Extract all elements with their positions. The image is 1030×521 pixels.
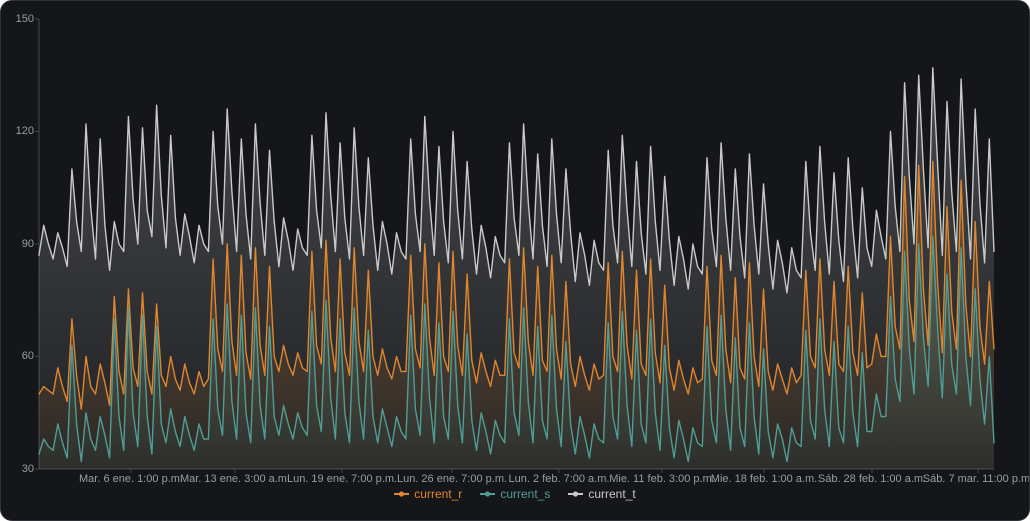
series-line-dot-icon <box>394 491 410 497</box>
x-axis-label: Mie. 11 feb. 3:00 p.m. <box>609 473 715 485</box>
x-axis-label: Mar. 6 ene. 1:00 p.m. <box>79 473 183 485</box>
x-axis-label: Lun. 2 feb. 7:00 a.m. <box>508 473 610 485</box>
legend-item-label: current_t <box>588 487 636 501</box>
legend-item-current_s[interactable]: current_s <box>480 487 550 501</box>
y-axis-label: 90 <box>21 238 34 250</box>
x-axis-label: Mar. 13 ene. 3:00 a.m. <box>179 473 291 485</box>
legend: current_r current_s current_t <box>1 487 1029 501</box>
x-axis-label: Lun. 26 ene. 7:00 p.m. <box>396 473 508 485</box>
series-line-dot-icon <box>568 491 584 497</box>
y-axis-label: 120 <box>15 125 34 137</box>
y-axis-label: 30 <box>21 463 34 475</box>
legend-item-current_t[interactable]: current_t <box>568 487 636 501</box>
x-axis-label: Lun. 19 ene. 7:00 p.m. <box>286 473 398 485</box>
x-axis-label: Mie. 18 feb. 1:00 a.m. <box>710 473 818 485</box>
series-line-dot-icon <box>480 491 496 497</box>
legend-item-label: current_s <box>500 487 551 501</box>
legend-item-label: current_r <box>414 487 463 501</box>
y-axis-label: 60 <box>21 350 34 362</box>
x-axis-label: Sáb. 28 feb. 1:00 a.m. <box>817 473 927 485</box>
x-axis-label: Sáb. 7 mar. 11:00 p.m. <box>922 473 1030 485</box>
legend-item-current_r[interactable]: current_r <box>394 487 462 501</box>
y-axis-label: 150 <box>15 13 34 25</box>
